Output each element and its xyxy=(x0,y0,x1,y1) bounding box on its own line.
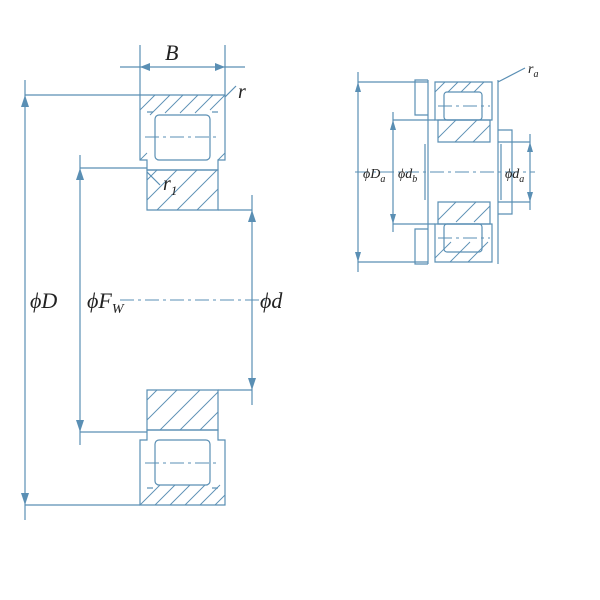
label-B: B xyxy=(165,40,178,65)
label-phiD: ϕD xyxy=(30,288,57,313)
label-r: r xyxy=(238,81,246,103)
label-r1: r1 xyxy=(163,173,177,198)
label-ra: ra xyxy=(528,62,538,80)
label-phiDa: ϕDa xyxy=(363,167,385,185)
label-phid: ϕd xyxy=(260,288,283,313)
leader-ra xyxy=(498,68,525,82)
left-cross-section xyxy=(21,45,265,520)
leader-r xyxy=(225,86,236,97)
bearing-diagram: B r r1 ϕD ϕFW ϕd ra ϕDa ϕdb ϕda xyxy=(0,0,600,600)
dim-B xyxy=(120,45,245,95)
label-phida: ϕda xyxy=(505,167,524,185)
label-phidb: ϕdb xyxy=(398,167,417,185)
label-phiFw: ϕFW xyxy=(87,288,125,317)
